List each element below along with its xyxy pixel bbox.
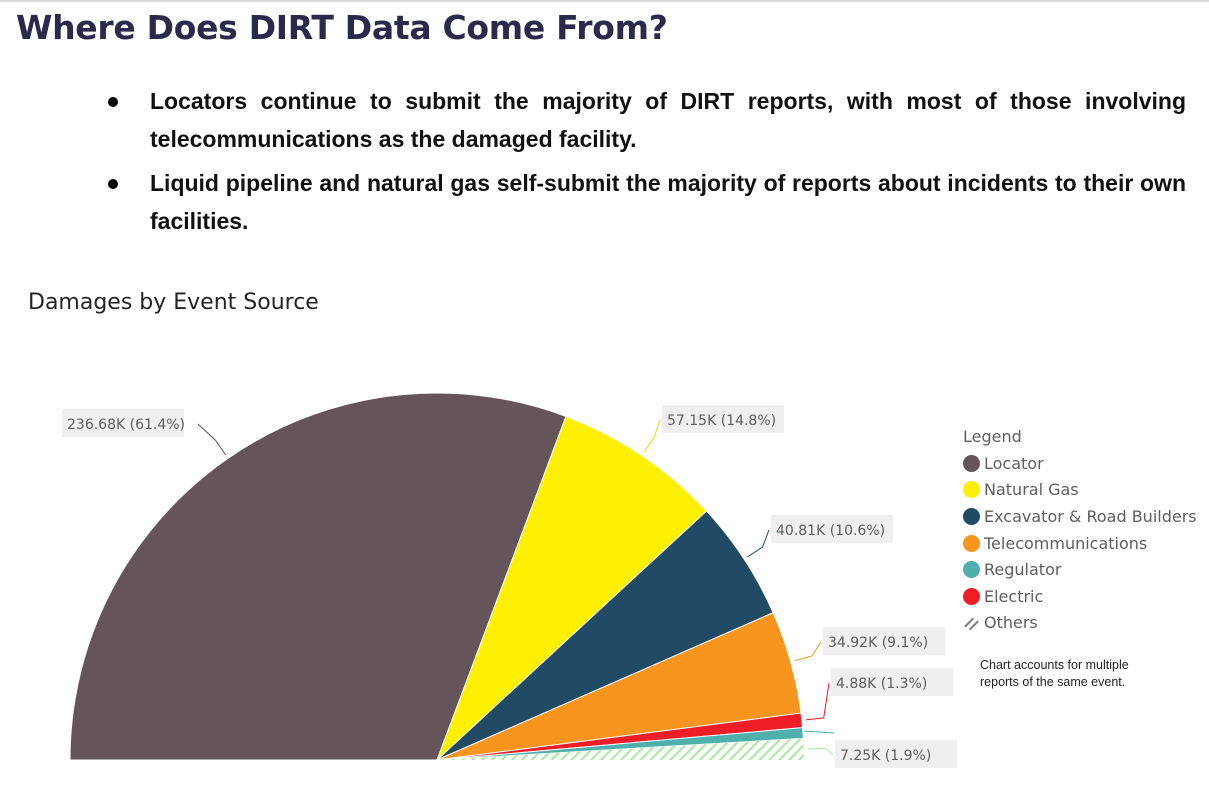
- bullet-dot-icon: [108, 97, 118, 107]
- legend-swatch-icon: [963, 507, 980, 525]
- leader-line-natural-gas: [643, 419, 661, 453]
- pie-slice-locator[interactable]: [69, 392, 567, 761]
- data-label-bg-natural-gas: [662, 405, 784, 433]
- legend-item-excavator-road-builders[interactable]: Excavator & Road Builders: [963, 503, 1197, 530]
- pie-chart: 236.68K (61.4%) 57.15K (14.8%) 40.81K (10.…: [62, 392, 957, 768]
- data-label-locator: 236.68K (61.4%): [67, 417, 185, 433]
- top-divider: [0, 0, 1209, 2]
- legend-swatch-icon: [963, 561, 980, 579]
- data-label-bg-others: [835, 740, 957, 768]
- legend-label: Natural Gas: [984, 480, 1079, 500]
- leader-line-regulator: [803, 730, 835, 734]
- bullet-list: Locators continue to submit the majority…: [104, 82, 1186, 246]
- chart-legend: Legend Locator Natural Gas Excavator & Roa…: [963, 427, 1197, 636]
- bullet-text: Locators continue to submit the majority…: [150, 88, 1186, 152]
- bullet-item: Liquid pipeline and natural gas self-sub…: [104, 164, 1186, 240]
- leader-line-others: [807, 747, 834, 756]
- pie-slice-others[interactable]: [437, 738, 804, 760]
- legend-item-natural-gas[interactable]: Natural Gas: [963, 477, 1197, 504]
- legend-swatch-icon: [963, 481, 980, 499]
- leader-line-excavator-road-builders: [747, 529, 770, 558]
- bullet-text: Liquid pipeline and natural gas self-sub…: [150, 170, 1186, 234]
- legend-title: Legend: [963, 427, 1022, 446]
- legend-item-locator[interactable]: Locator: [963, 450, 1197, 477]
- legend-label: Locator: [984, 453, 1044, 473]
- legend-swatch-icon: [963, 534, 980, 552]
- chart-note: Chart accounts for multiple reports of t…: [980, 658, 1129, 689]
- legend-label: Regulator: [984, 560, 1062, 580]
- pie-slice-natural-gas[interactable]: [436, 415, 708, 761]
- slide-title: Where Does DIRT Data Come From?: [16, 8, 668, 47]
- legend-swatch-icon: [963, 454, 980, 472]
- data-label-bg-telecommunications: [823, 627, 945, 655]
- legend-label: Excavator & Road Builders: [984, 506, 1197, 526]
- data-label-electric: 4.88K (1.3%): [836, 676, 927, 692]
- leader-line-locator: [197, 423, 227, 456]
- legend-item-electric[interactable]: Electric: [963, 583, 1197, 610]
- legend-swatch-icon: [963, 587, 980, 605]
- data-label-others: 7.25K (1.9%): [840, 748, 931, 764]
- legend-label: Others: [984, 613, 1038, 633]
- data-label-natural-gas: 57.15K (14.8%): [667, 413, 776, 429]
- chart-title: Damages by Event Source: [28, 290, 319, 315]
- pie-slice-regulator[interactable]: [436, 727, 804, 761]
- bullet-dot-icon: [108, 179, 118, 189]
- data-label-bg-locator: [62, 409, 184, 437]
- legend-label: Electric: [984, 586, 1044, 606]
- legend-item-others[interactable]: Others: [963, 610, 1197, 637]
- data-label-bg-excavator-road-builders: [771, 515, 893, 543]
- legend-label: Telecommunications: [984, 533, 1148, 553]
- data-label-telecommunications: 34.92K (9.1%): [828, 635, 928, 651]
- data-label-bg-electric: [831, 668, 953, 696]
- legend-item-regulator[interactable]: Regulator: [963, 556, 1197, 583]
- legend-swatch-icon: [963, 614, 980, 631]
- data-label-excavator-road-builders: 40.81K (10.6%): [776, 523, 885, 539]
- leader-line-telecommunications: [794, 641, 822, 662]
- bullet-item: Locators continue to submit the majority…: [104, 82, 1186, 158]
- legend-item-telecommunications[interactable]: Telecommunications: [963, 530, 1197, 557]
- leader-line-electric: [805, 682, 830, 721]
